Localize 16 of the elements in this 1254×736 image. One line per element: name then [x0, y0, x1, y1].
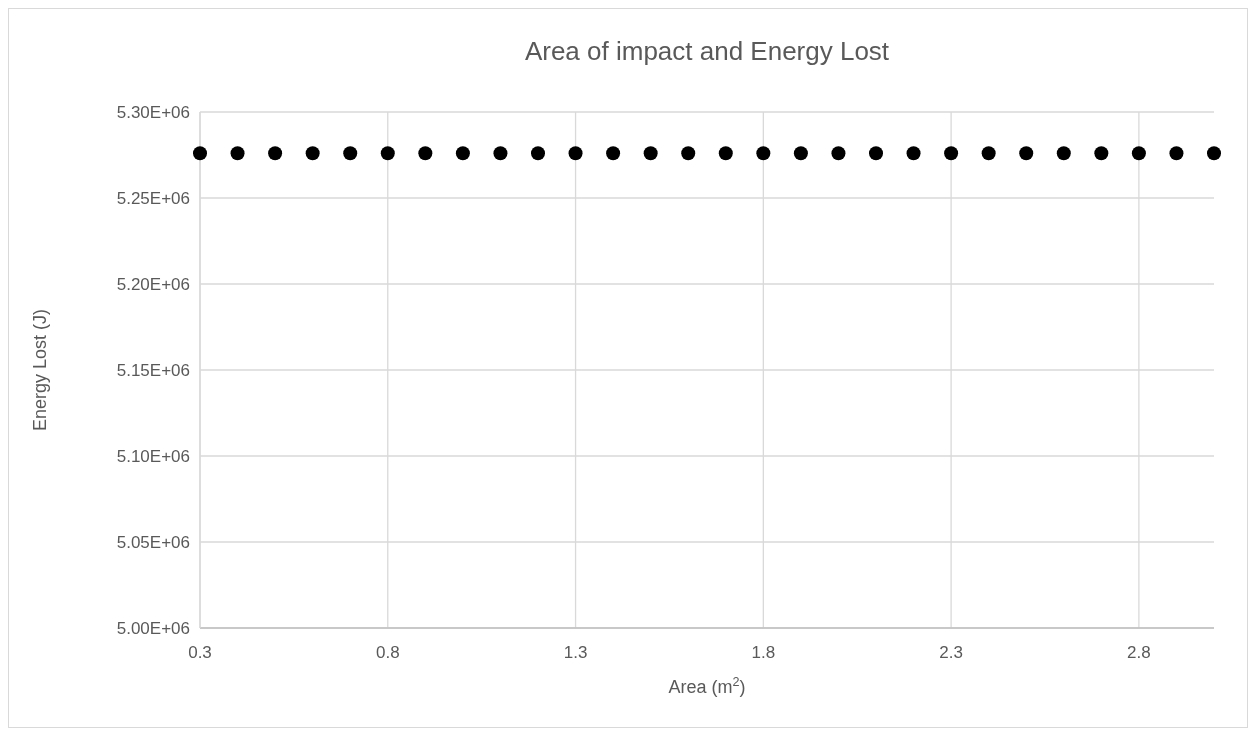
y-tick-label: 5.10E+06: [116, 446, 190, 466]
y-tick-label: 5.20E+06: [116, 274, 190, 294]
x-tick-label: 0.8: [375, 643, 400, 662]
y-tick-label: 5.05E+06: [116, 532, 190, 552]
x-tick-label: 2.3: [939, 643, 963, 662]
y-axis-title: Energy Lost (J): [30, 308, 50, 432]
x-axis-title: Area (m$^{2}$): [668, 675, 746, 697]
x-tick-label: 1.8: [751, 643, 776, 662]
x-tick-label: 1.3: [563, 643, 588, 662]
x-tick-label: 2.8: [1127, 643, 1151, 662]
y-tick-label: 5.30E+06: [116, 102, 190, 122]
chart-title: Area of impact and Energy Lost: [524, 36, 890, 66]
y-tick-label: 5.00E+06: [116, 618, 190, 638]
x-tick-label: 0.3: [188, 643, 212, 662]
y-tick-label: 5.15E+06: [116, 360, 190, 380]
y-tick-label: 5.25E+06: [116, 188, 190, 208]
